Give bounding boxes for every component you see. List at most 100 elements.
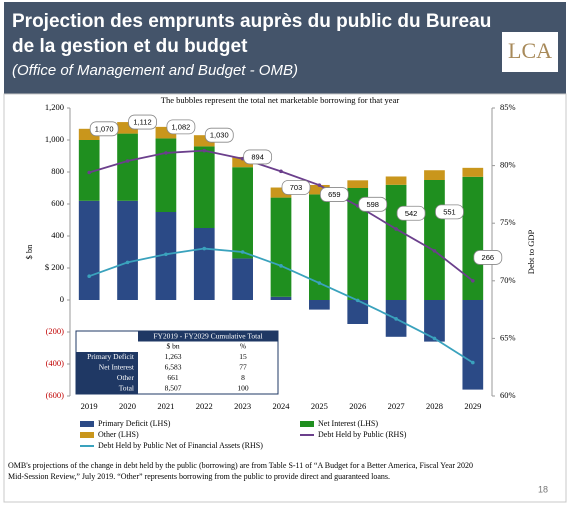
bar-segment bbox=[193, 146, 215, 228]
bar-segment bbox=[385, 176, 407, 185]
table-cell: 1,263 bbox=[165, 352, 182, 361]
bar-segment bbox=[232, 156, 253, 168]
table-cell: Net Interest bbox=[99, 362, 135, 371]
total-bubble bbox=[358, 196, 388, 212]
y2-tick-label: 80% bbox=[500, 160, 516, 170]
total-bubble bbox=[396, 205, 426, 221]
y-tick-label: $ 200 bbox=[45, 262, 64, 272]
page-number: 18 bbox=[538, 484, 548, 494]
line-point bbox=[164, 151, 168, 155]
line-point bbox=[394, 227, 398, 231]
x-tick-label: 2025 bbox=[311, 401, 328, 411]
x-tick-label: 2028 bbox=[426, 401, 443, 411]
total-bubble bbox=[473, 250, 503, 265]
bar-segment bbox=[155, 126, 177, 139]
table-cell: 8,507 bbox=[165, 383, 182, 392]
panel-border bbox=[3, 93, 567, 503]
table-cell: Total bbox=[119, 383, 134, 392]
bar-segment bbox=[347, 300, 369, 324]
table-cell: 661 bbox=[167, 373, 179, 382]
legend-label: Debt Held by Public Net of Financial Ass… bbox=[98, 441, 263, 450]
bar-segment bbox=[155, 138, 177, 212]
x-tick-label: 2021 bbox=[157, 401, 174, 411]
logo-box bbox=[502, 32, 558, 72]
header-subtitle: (Office of Management and Budget - OMB) bbox=[12, 62, 298, 79]
y2-tick-label: 60% bbox=[500, 390, 516, 400]
line-point bbox=[471, 279, 475, 283]
bar-segment bbox=[78, 200, 100, 300]
total-label: 703 bbox=[290, 183, 303, 192]
bar-segment bbox=[270, 296, 292, 300]
line-point bbox=[164, 252, 168, 257]
bar-segment bbox=[462, 176, 484, 300]
bar-segment bbox=[385, 184, 407, 300]
total-bubble bbox=[128, 114, 157, 130]
legend-swatch bbox=[80, 432, 94, 438]
total-bubble bbox=[243, 149, 273, 165]
table-column-header: $ bn bbox=[166, 341, 179, 350]
legend-label: Debt Held by Public (RHS) bbox=[318, 430, 407, 439]
line-point bbox=[202, 148, 207, 153]
line-point bbox=[432, 249, 437, 253]
logo: LCA bbox=[508, 38, 552, 63]
total-bubble bbox=[89, 121, 119, 137]
bar-segment bbox=[347, 180, 369, 188]
table-body-bg bbox=[76, 352, 138, 394]
legend-swatch bbox=[80, 421, 94, 427]
x-tick-label: 2024 bbox=[273, 401, 291, 411]
bar-segment bbox=[78, 128, 100, 140]
line-point bbox=[355, 298, 360, 303]
total-label: 551 bbox=[443, 207, 456, 216]
legend-label: Primary Deficit (LHS) bbox=[98, 419, 171, 428]
total-label: 1,082 bbox=[172, 122, 191, 131]
total-bubble bbox=[281, 180, 311, 195]
line-point bbox=[394, 317, 398, 321]
y2-axis-label: Debt to GDP bbox=[526, 230, 536, 275]
x-tick-label: 2026 bbox=[349, 401, 366, 411]
bar-segment bbox=[193, 228, 215, 300]
total-label: 598 bbox=[366, 200, 379, 209]
table-cell: Other bbox=[117, 373, 135, 382]
y-tick-label: (200) bbox=[46, 326, 65, 336]
x-tick-label: 2029 bbox=[464, 401, 481, 411]
line-point bbox=[125, 260, 130, 265]
bar-segment bbox=[117, 200, 138, 300]
table-cell: 77 bbox=[239, 362, 247, 371]
total-label: 266 bbox=[482, 253, 495, 262]
line-point bbox=[240, 250, 245, 254]
bar-segment bbox=[309, 184, 330, 195]
total-label: 659 bbox=[328, 190, 341, 199]
x-tick-label: 2019 bbox=[81, 401, 98, 411]
y2-tick-label: 85% bbox=[500, 102, 516, 112]
x-tick-label: 2020 bbox=[119, 401, 136, 411]
total-bubble bbox=[435, 204, 464, 220]
table-cell: 6,583 bbox=[165, 362, 182, 371]
header-title: de la gestion et du budget bbox=[12, 36, 248, 57]
line-point bbox=[317, 183, 322, 187]
table-cell: 8 bbox=[241, 373, 245, 382]
y-tick-label: (600) bbox=[46, 390, 65, 400]
total-label: 1,070 bbox=[95, 124, 114, 133]
x-tick-label: 2022 bbox=[196, 401, 213, 411]
bar-segment bbox=[78, 140, 100, 201]
total-label: 542 bbox=[405, 209, 418, 218]
line-point bbox=[87, 274, 91, 278]
header-band bbox=[4, 2, 566, 94]
chart-title: The bubbles represent the total net mark… bbox=[161, 95, 400, 105]
bar-segment bbox=[309, 300, 330, 310]
total-bubble bbox=[319, 187, 349, 202]
y-tick-label: 1,200 bbox=[45, 102, 64, 112]
bar-segment bbox=[232, 258, 253, 300]
bar-segment bbox=[424, 180, 445, 300]
bar-segment bbox=[424, 170, 445, 180]
bar-segment bbox=[462, 300, 484, 390]
table-title-bg bbox=[138, 331, 278, 342]
line-point bbox=[87, 170, 91, 175]
table-cell: Primary Deficit bbox=[87, 352, 135, 361]
y-tick-label: 400 bbox=[51, 230, 64, 240]
bar-segment bbox=[347, 188, 369, 300]
total-bubble bbox=[204, 127, 234, 143]
line-point bbox=[125, 159, 130, 163]
line-point bbox=[317, 281, 322, 285]
